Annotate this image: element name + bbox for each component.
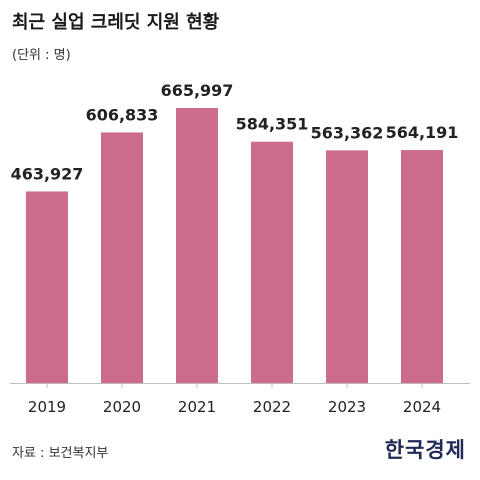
- unit-label: (단위 : 명): [12, 48, 71, 63]
- x-tick-label-2023: 2023: [328, 398, 366, 416]
- x-tick-label-2020: 2020: [103, 398, 141, 416]
- chart-title: 최근 실업 크레딧 지원 현황: [12, 12, 220, 33]
- bar-2021: [176, 108, 218, 383]
- x-tick-label-2024: 2024: [403, 398, 441, 416]
- x-tick-label-2019: 2019: [28, 398, 66, 416]
- value-label-2024: 564,191: [386, 123, 459, 142]
- bar-2024: [401, 150, 443, 383]
- publisher-logo: 한국경제: [384, 437, 466, 462]
- x-tick-label-2021: 2021: [178, 398, 216, 416]
- bar-2023: [326, 150, 368, 383]
- value-label-2023: 563,362: [311, 123, 384, 142]
- bar-2022: [251, 141, 293, 383]
- bar-2020: [101, 132, 143, 383]
- x-tick-label-2022: 2022: [253, 398, 291, 416]
- value-label-2019: 463,927: [11, 164, 84, 183]
- value-label-2022: 584,351: [236, 115, 309, 134]
- value-label-2020: 606,833: [86, 105, 159, 124]
- value-label-2021: 665,997: [161, 81, 234, 100]
- bar-2019: [26, 191, 68, 383]
- source-note: 자료 : 보건복지부: [12, 446, 109, 461]
